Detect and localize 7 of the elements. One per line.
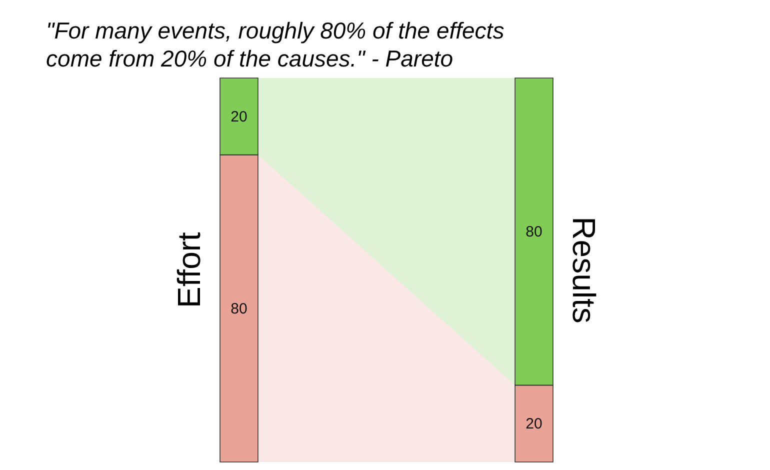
data-label: 20 — [526, 416, 542, 433]
x-tick-label: Results — [566, 216, 602, 324]
x-tick-label: Effort — [171, 232, 208, 308]
data-label: 20 — [230, 108, 248, 126]
data-label: 80 — [526, 224, 542, 241]
data-label: 80 — [230, 300, 248, 318]
chart-title: "For many events, roughly 80% of the effects come from 20% of the causes." - Pareto — [46, 18, 505, 72]
